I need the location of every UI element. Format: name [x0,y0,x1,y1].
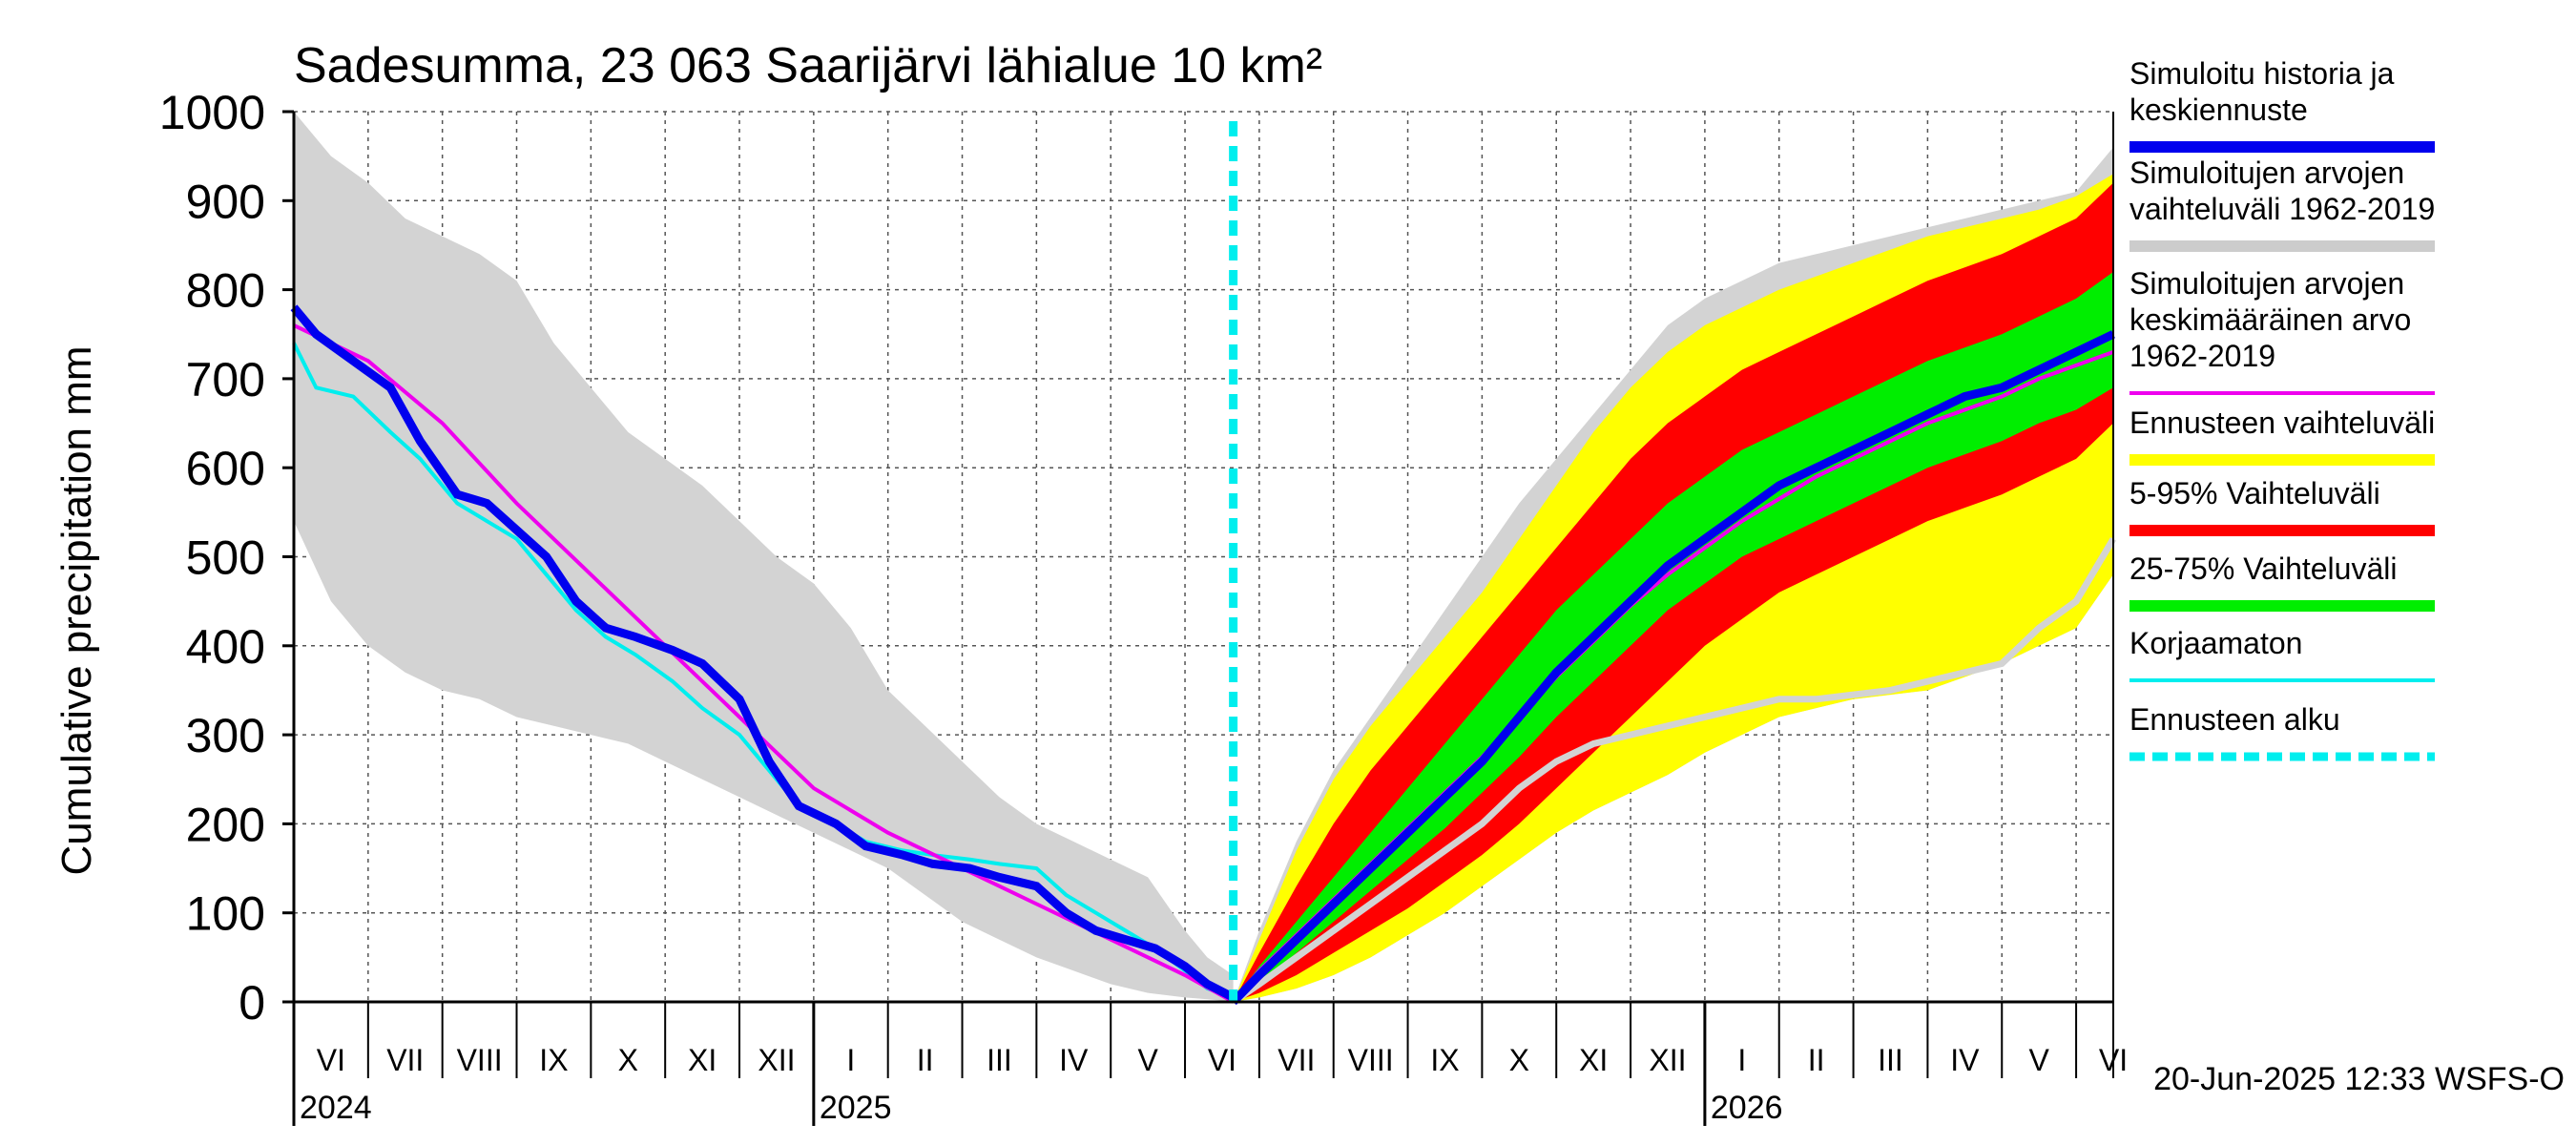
legend-label-4-0: 5-95% Vaihteluväli [2129,476,2380,510]
legend-label-2-2: 1962-2019 [2129,339,2275,373]
x-month-label-20: II [1808,1043,1825,1077]
y-axis-label: Cumulative precipitation mm [53,345,100,875]
y-tick-label-700: 700 [186,353,265,406]
legend-label-6-0: Korjaamaton [2129,626,2302,660]
legend-label-3-0: Ennusteen vaihteluväli [2129,406,2435,440]
legend-label-0-1: keskiennuste [2129,93,2308,127]
legend-label-5-0: 25-75% Vaihteluväli [2129,552,2397,586]
legend-label-0-0: Simuloitu historia ja [2129,56,2395,91]
x-month-label-17: XI [1579,1043,1608,1077]
x-month-label-16: X [1509,1043,1529,1077]
y-tick-label-300: 300 [186,709,265,762]
korjaamaton-line [292,342,1235,1000]
y-tick-label-400: 400 [186,620,265,674]
historical-range-band [294,112,1234,1002]
x-year-label-2024: 2024 [300,1090,372,1126]
y-axis: 0 100 200 300 400 500 600 700 800 900 1000 [159,86,296,1030]
x-month-label-7: I [846,1043,855,1077]
p25-p75-band [1233,271,2113,1002]
x-month-label-21: III [1878,1043,1903,1077]
forecast-median-line [1230,330,2115,1006]
simulated-history-line [290,304,1236,1002]
y-tick-label-900: 900 [186,175,265,228]
x-month-label-18: XII [1649,1043,1686,1077]
x-month-label-11: V [1137,1043,1158,1077]
x-month-label-2: VIII [457,1043,503,1077]
y-tick-label-600: 600 [186,442,265,495]
plot-area [290,111,2117,1006]
y-tick-label-100: 100 [186,887,265,941]
x-month-label-22: IV [1950,1043,1980,1077]
x-month-label-9: III [987,1043,1012,1077]
y-tick-label-800: 800 [186,264,265,318]
x-month-label-5: XI [688,1043,717,1077]
y-tick-label-200: 200 [186,798,265,851]
x-month-label-3: IX [539,1043,568,1077]
x-month-label-23: V [2028,1043,2049,1077]
x-month-label-15: IX [1430,1043,1459,1077]
y-tick-label-1000: 1000 [159,86,265,139]
x-month-label-0: VI [317,1043,345,1077]
x-month-label-19: I [1737,1043,1746,1077]
legend-label-7-0: Ennusteen alku [2129,702,2340,737]
x-month-label-24: VI [2099,1043,2128,1077]
legend-label-1-1: vaihteluväli 1962-2019 [2129,192,2435,226]
x-month-label-1: VII [386,1043,424,1077]
y-tick-label-0: 0 [239,976,265,1030]
footer-timestamp: 20-Jun-2025 12:33 WSFS-O [2153,1061,2565,1097]
x-month-label-13: VII [1278,1043,1315,1077]
x-year-label-2025: 2025 [820,1090,892,1126]
x-month-label-14: VIII [1348,1043,1394,1077]
x-year-label-2026: 2026 [1711,1090,1783,1126]
x-month-label-12: VI [1208,1043,1236,1077]
x-month-label-4: X [618,1043,638,1077]
forecast-historical-lower-line [1231,537,2117,1005]
x-axis: VI VII VIII IX X XI XII I II III IV V VI VII VIII IX X XI… [292,1000,2128,1126]
x-month-label-6: XII [758,1043,795,1077]
legend-label-2-0: Simuloitujen arvojen [2129,266,2404,301]
legend-label-1-0: Simuloitujen arvojen [2129,156,2404,190]
chart-title: Sadesumma, 23 063 Saarijärvi lähialue 10… [294,38,1322,94]
y-tick-label-500: 500 [186,531,265,585]
x-month-label-8: II [917,1043,934,1077]
x-month-label-10: IV [1059,1043,1089,1077]
legend-label-2-1: keskimääräinen arvo [2129,302,2411,337]
